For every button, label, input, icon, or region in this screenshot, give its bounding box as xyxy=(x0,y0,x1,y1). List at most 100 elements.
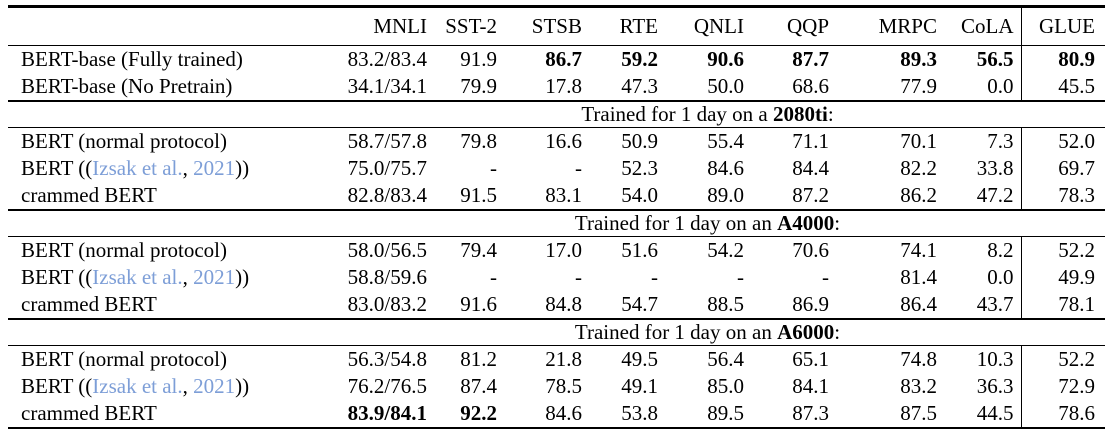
cell-stsb: - xyxy=(575,156,582,180)
cell-stsb: 84.8 xyxy=(545,292,582,316)
table-row: BERT ((Izsak et al., 2021)) 75.0/75.7 - - 52… xyxy=(8,155,1105,182)
table-row: BERT ((Izsak et al., 2021)) 58.8/59.6 - - - -… xyxy=(8,264,1105,291)
cell-glue: 78.1 xyxy=(1058,292,1095,316)
citation-link[interactable]: 2021 xyxy=(193,156,236,180)
text-fragment: : xyxy=(834,211,841,235)
row-label: BERT (normal protocol) xyxy=(8,346,310,374)
cell-qnli: 90.6 xyxy=(707,47,744,71)
cell-cola: 0.0 xyxy=(944,73,1022,101)
cell-stsb: 78.5 xyxy=(545,374,582,398)
text-fragment: )) xyxy=(235,265,250,289)
cell-sst-2: 81.2 xyxy=(460,347,497,371)
cell-qqp: 71.1 xyxy=(792,129,829,153)
text-fragment: crammed BERT xyxy=(21,401,157,425)
text-fragment: Trained for 1 day on a xyxy=(581,102,773,126)
cell-sst-2: 92.2 xyxy=(460,401,497,425)
cell-cola: 43.7 xyxy=(944,291,1022,319)
column-header-qnli: QNLI xyxy=(665,6,751,46)
section-title: Trained for 1 day on a 2080ti: xyxy=(310,100,1105,128)
cell-rte: 51.6 xyxy=(621,238,658,262)
cell-cola: 33.8 xyxy=(944,155,1022,182)
cell-qqp: 70.6 xyxy=(792,238,829,262)
cell-qqp: 87.2 xyxy=(792,183,829,207)
cell-qnli: 84.6 xyxy=(707,156,744,180)
cell-cola: 36.3 xyxy=(944,373,1022,400)
cell-mnli: 34.1/34.1 xyxy=(347,74,427,98)
cell-sst-2: 87.4 xyxy=(460,374,497,398)
cell-mnli: 75.0/75.7 xyxy=(347,156,427,180)
cell-cola: 44.5 xyxy=(944,400,1022,428)
text-fragment: )) xyxy=(235,156,250,180)
cell-mrpc: 74.8 xyxy=(900,347,937,371)
text-fragment: Trained for 1 day on an xyxy=(574,211,778,235)
cell-sst-2: 79.8 xyxy=(460,129,497,153)
text-fragment: : xyxy=(827,102,834,126)
section-divider-row: Trained for 1 day on a 2080ti: xyxy=(8,100,1105,128)
cell-sst-2: 91.5 xyxy=(460,183,497,207)
text-fragment: BERT (( xyxy=(21,265,93,289)
text-fragment: BERT-base (Fully trained) xyxy=(21,47,243,71)
column-header-mnli: MNLI xyxy=(310,6,434,46)
cell-rte: 52.3 xyxy=(621,156,658,180)
cell-qqp: - xyxy=(822,265,829,289)
cell-rte: - xyxy=(651,265,658,289)
text-fragment: BERT (( xyxy=(21,156,93,180)
text-fragment: Trained for 1 day on an xyxy=(574,320,778,344)
cell-mrpc: 86.4 xyxy=(900,292,937,316)
row-label: BERT ((Izsak et al., 2021)) xyxy=(8,373,310,400)
cell-sst-2: 91.9 xyxy=(460,47,497,71)
cell-mrpc: 82.2 xyxy=(900,156,937,180)
row-label: BERT ((Izsak et al., 2021)) xyxy=(8,264,310,291)
citation-link[interactable]: 2021 xyxy=(193,374,236,398)
column-header-qqp: QQP xyxy=(751,6,836,46)
table-row: BERT (normal protocol) 58.7/57.8 79.8 16.6 5… xyxy=(8,127,1105,156)
cell-cola: 8.2 xyxy=(944,236,1022,264)
citation-link[interactable]: Izsak et al. xyxy=(92,265,183,289)
table-body: BERT-base (Fully trained) 83.2/83.4 91.9 86… xyxy=(8,45,1105,428)
citation-link[interactable]: 2021 xyxy=(193,265,236,289)
cell-sst-2: - xyxy=(490,265,497,289)
row-label: BERT (normal protocol) xyxy=(8,128,310,156)
text-fragment: crammed BERT xyxy=(21,292,157,316)
cell-qnli: 54.2 xyxy=(707,238,744,262)
cell-glue: 78.6 xyxy=(1058,401,1095,425)
cell-mrpc: 87.5 xyxy=(900,401,937,425)
text-fragment: BERT (normal protocol) xyxy=(21,347,227,371)
cell-qnli: 55.4 xyxy=(707,129,744,153)
cell-mnli: 58.0/56.5 xyxy=(347,238,427,262)
cell-qnli: 50.0 xyxy=(707,74,744,98)
text-fragment: BERT (( xyxy=(21,374,93,398)
cell-glue: 45.5 xyxy=(1058,74,1095,98)
table-row: BERT-base (No Pretrain) 34.1/34.1 79.9 17.8… xyxy=(8,73,1105,101)
cell-cola: 0.0 xyxy=(944,264,1022,291)
cell-qqp: 65.1 xyxy=(792,347,829,371)
bold-text: A4000 xyxy=(777,211,835,235)
table-row: BERT ((Izsak et al., 2021)) 76.2/76.5 87.4… xyxy=(8,373,1105,400)
cell-mnli: 58.7/57.8 xyxy=(347,129,427,153)
cell-glue: 52.2 xyxy=(1058,347,1095,371)
cell-qnli: 88.5 xyxy=(707,292,744,316)
cell-cola: 7.3 xyxy=(944,127,1022,155)
cell-rte: 49.1 xyxy=(621,374,658,398)
cell-mrpc: 81.4 xyxy=(900,265,937,289)
text-fragment: : xyxy=(834,320,841,344)
cell-qqp: 87.3 xyxy=(792,401,829,425)
citation-link[interactable]: Izsak et al. xyxy=(92,156,183,180)
cell-rte: 53.8 xyxy=(621,401,658,425)
cell-mrpc: 74.1 xyxy=(900,238,937,262)
row-label: crammed BERT xyxy=(8,291,310,319)
section-title: Trained for 1 day on an A6000: xyxy=(310,318,1105,346)
row-label: BERT (normal protocol) xyxy=(8,237,310,265)
cell-qnli: 89.5 xyxy=(707,401,744,425)
cell-sst-2: - xyxy=(490,156,497,180)
cell-mnli: 56.3/54.8 xyxy=(347,347,427,371)
cell-rte: 49.5 xyxy=(621,347,658,371)
cell-qqp: 68.6 xyxy=(792,74,829,98)
cell-glue: 49.9 xyxy=(1058,265,1095,289)
column-header-glue: GLUE xyxy=(1021,6,1105,46)
empty-cell xyxy=(8,318,310,346)
cell-qnli: 85.0 xyxy=(707,374,744,398)
citation-link[interactable]: Izsak et al. xyxy=(92,374,183,398)
column-header-cola: CoLA xyxy=(944,6,1022,46)
